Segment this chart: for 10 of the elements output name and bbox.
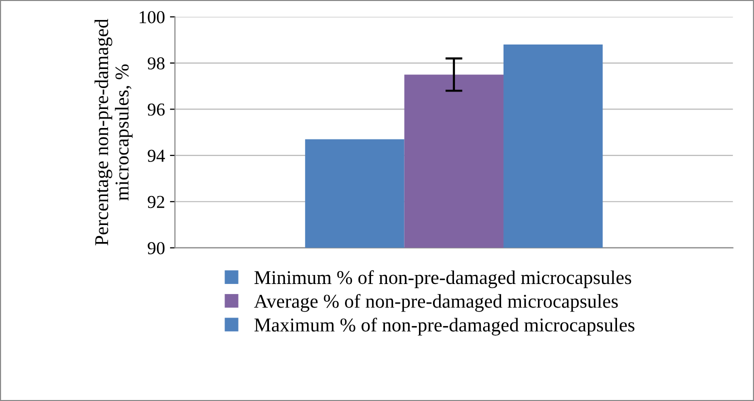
legend-label: Average % of non-pre-damaged microcapsules [254,294,618,312]
y-tick-label: 94 [148,150,165,162]
y-tick-label: 98 [148,57,165,70]
y-tick-label: 90 [148,242,165,254]
y-tick-label: 92 [148,196,164,208]
y-tick-label: 96 [148,104,165,116]
legend-label: Maximum % of non-pre-damaged microcapsules [254,318,634,336]
legend-label: Minimum % of non-pre-damaged microcapsules [254,270,632,288]
y-axis-title: Percentage non-pre-damaged microcapsules, % [94,18,133,246]
y-tick-label: 100 [140,11,165,24]
